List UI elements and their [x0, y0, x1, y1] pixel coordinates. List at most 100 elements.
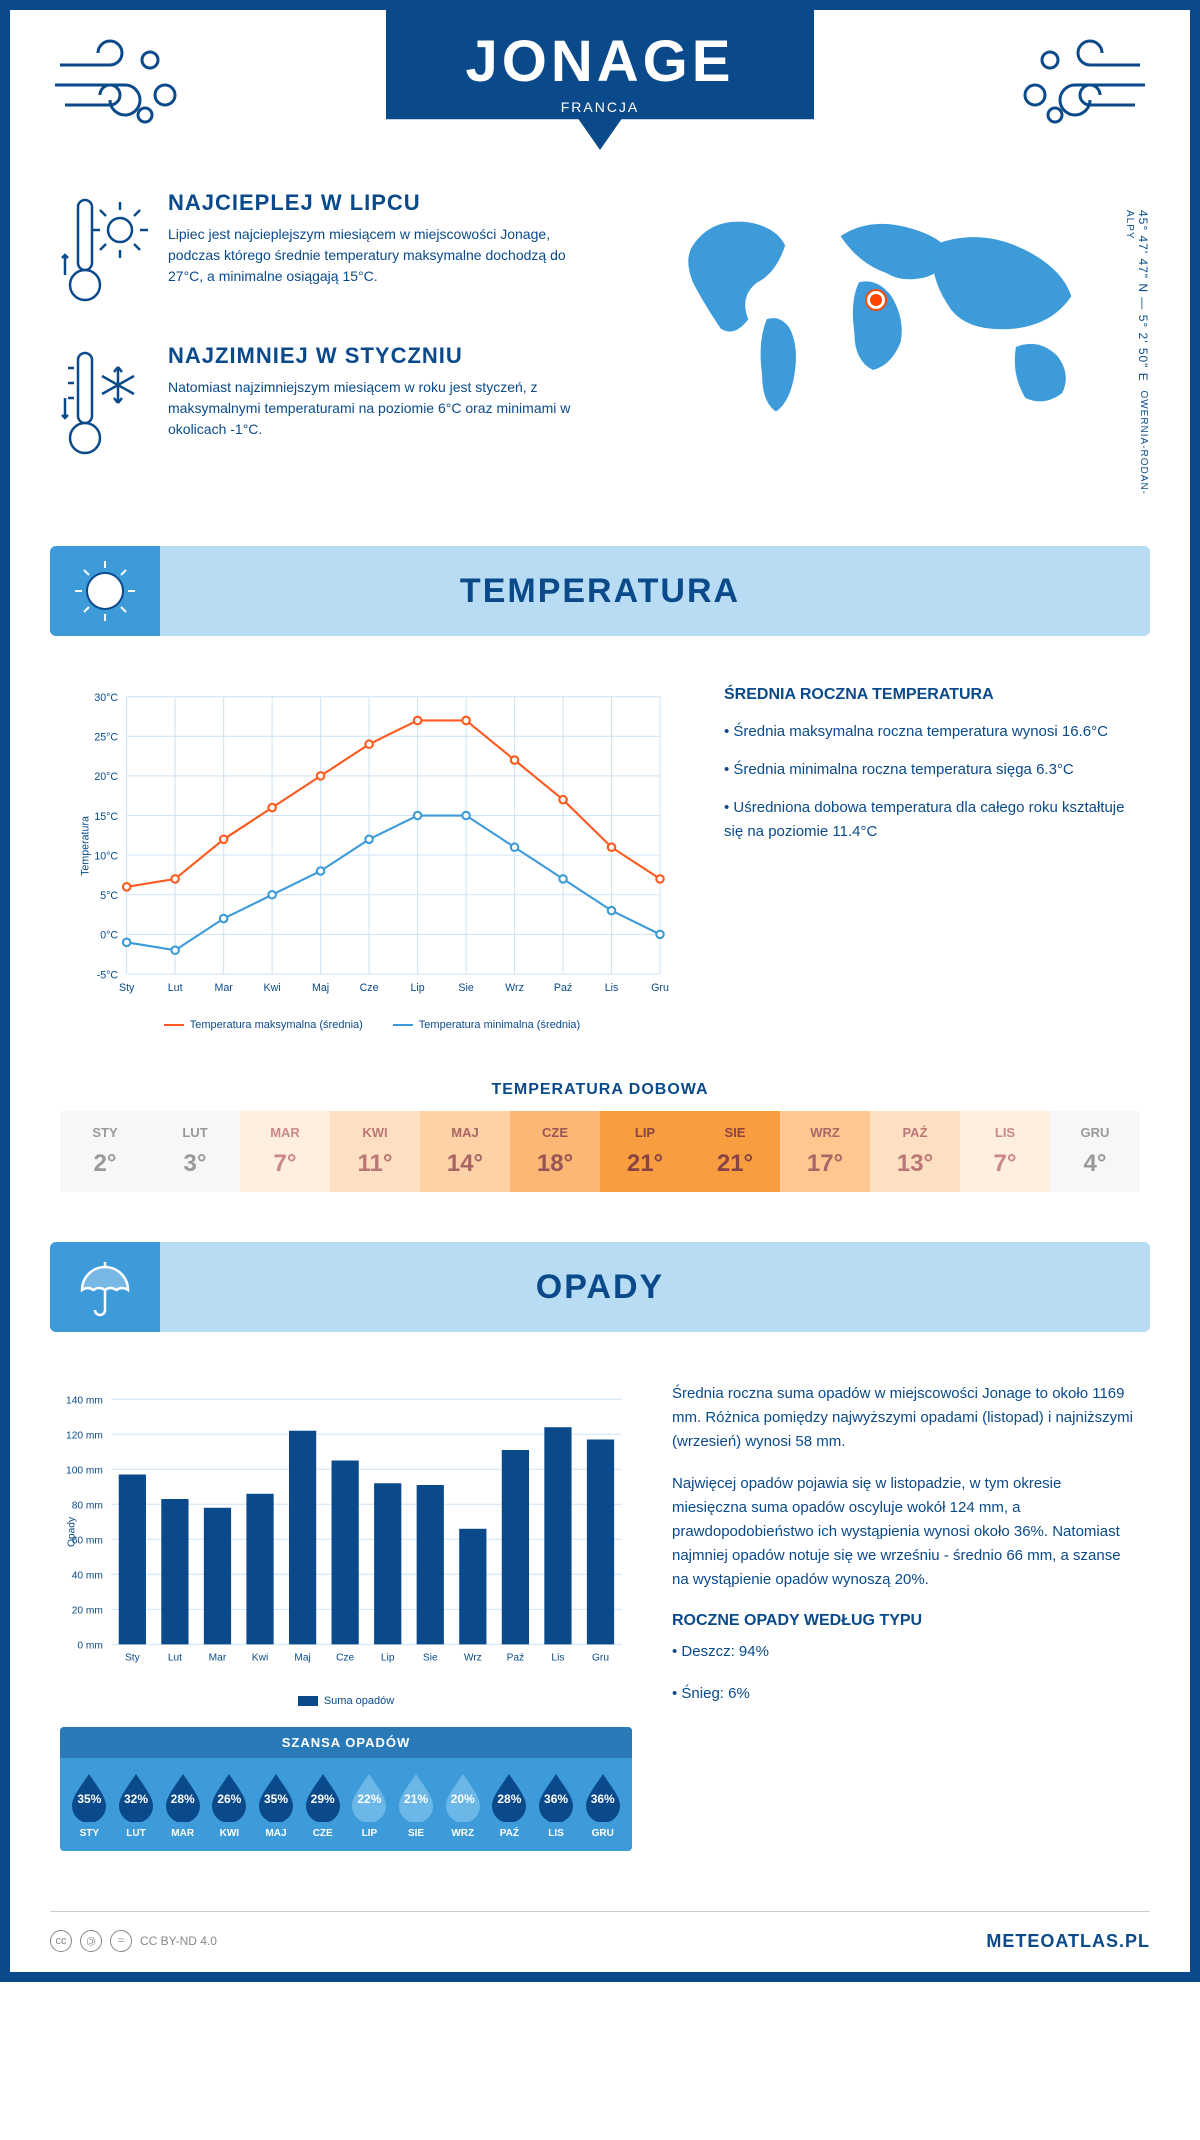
- svg-text:Cze: Cze: [360, 982, 379, 994]
- svg-text:Gru: Gru: [651, 982, 669, 994]
- svg-text:Wrz: Wrz: [464, 1653, 482, 1664]
- svg-text:Sty: Sty: [119, 982, 135, 994]
- country-subtitle: FRANCJA: [466, 99, 735, 115]
- daily-cell: MAJ14°: [420, 1111, 510, 1192]
- rain-chance-drop: 28%MAR: [161, 1770, 204, 1839]
- svg-text:Sty: Sty: [125, 1653, 141, 1664]
- svg-text:Cze: Cze: [336, 1653, 354, 1664]
- warmest-text: Lipiec jest najcieplejszym miesiącem w m…: [168, 224, 585, 287]
- coordinates: 45° 47' 47" N — 5° 2' 50" E OWERNIA-RODA…: [1122, 210, 1150, 496]
- umbrella-icon: [50, 1242, 160, 1332]
- coldest-fact: NAJZIMNIEJ W STYCZNIU Natomiast najzimni…: [60, 343, 585, 468]
- warmest-fact: NAJCIEPLEJ W LIPCU Lipiec jest najcieple…: [60, 190, 585, 315]
- svg-text:Mar: Mar: [209, 1653, 227, 1664]
- footer: cc 🄯 = CC BY-ND 4.0 METEOATLAS.PL: [50, 1911, 1150, 1952]
- rain-chance-drop: 22%LIP: [348, 1770, 391, 1839]
- svg-text:Lip: Lip: [410, 982, 424, 994]
- rain-chart: 0 mm20 mm40 mm60 mm80 mm100 mm120 mm140 …: [60, 1382, 632, 1851]
- svg-text:Paź: Paź: [507, 1653, 525, 1664]
- brand: METEOATLAS.PL: [986, 1931, 1150, 1952]
- location-pin: [867, 291, 885, 309]
- svg-text:15°C: 15°C: [94, 811, 118, 823]
- coldest-text: Natomiast najzimniejszym miesiącem w rok…: [168, 377, 585, 440]
- rain-info: Średnia roczna suma opadów w miejscowośc…: [672, 1382, 1140, 1851]
- svg-text:Gru: Gru: [592, 1653, 609, 1664]
- license: cc 🄯 = CC BY-ND 4.0: [50, 1930, 217, 1952]
- svg-text:Wrz: Wrz: [505, 982, 524, 994]
- nd-icon: =: [110, 1930, 132, 1952]
- svg-text:Temperatura: Temperatura: [79, 816, 91, 876]
- daily-cell: LUT3°: [150, 1111, 240, 1192]
- svg-text:Maj: Maj: [312, 982, 329, 994]
- rain-chance-drop: 36%LIS: [535, 1770, 578, 1839]
- svg-text:20°C: 20°C: [94, 771, 118, 783]
- title-banner: JONAGE FRANCJA: [386, 10, 815, 150]
- svg-text:Sie: Sie: [458, 982, 473, 994]
- daily-cell: PAŹ13°: [870, 1111, 960, 1192]
- svg-text:Sie: Sie: [423, 1653, 438, 1664]
- rain-chance-drop: 36%GRU: [581, 1770, 624, 1839]
- rain-title: OPADY: [536, 1268, 664, 1307]
- svg-text:140 mm: 140 mm: [66, 1395, 103, 1406]
- svg-text:Paź: Paź: [554, 982, 572, 994]
- sun-icon: [50, 546, 160, 636]
- svg-text:Lut: Lut: [168, 1653, 182, 1664]
- rain-chart-legend: Suma opadów: [60, 1695, 632, 1707]
- svg-text:80 mm: 80 mm: [72, 1500, 103, 1511]
- svg-text:40 mm: 40 mm: [72, 1570, 103, 1581]
- svg-text:Maj: Maj: [294, 1653, 310, 1664]
- svg-text:Lis: Lis: [605, 982, 619, 994]
- svg-text:120 mm: 120 mm: [66, 1430, 103, 1441]
- wind-icon-right: [1010, 35, 1150, 135]
- temp-chart-legend: Temperatura maksymalna (średnia) Tempera…: [60, 1019, 684, 1031]
- daily-cell: CZE18°: [510, 1111, 600, 1192]
- rain-chance-drop: 26%KWI: [208, 1770, 251, 1839]
- daily-cell: KWI11°: [330, 1111, 420, 1192]
- world-map: [615, 190, 1140, 430]
- wind-icon-left: [50, 35, 190, 135]
- svg-text:100 mm: 100 mm: [66, 1465, 103, 1476]
- daily-cell: WRZ17°: [780, 1111, 870, 1192]
- rain-chance-drop: 35%STY: [68, 1770, 111, 1839]
- daily-temp-row: STY2°LUT3°MAR7°KWI11°MAJ14°CZE18°LIP21°S…: [60, 1111, 1140, 1192]
- cc-icon: cc: [50, 1930, 72, 1952]
- rain-chance-drop: 29%CZE: [301, 1770, 344, 1839]
- svg-text:25°C: 25°C: [94, 732, 118, 744]
- svg-text:5°C: 5°C: [100, 890, 118, 902]
- rain-chance-drop: 28%PAŹ: [488, 1770, 531, 1839]
- temperature-title: TEMPERATURA: [460, 572, 740, 611]
- city-title: JONAGE: [466, 28, 735, 95]
- daily-cell: GRU4°: [1050, 1111, 1140, 1192]
- daily-cell: MAR7°: [240, 1111, 330, 1192]
- svg-text:Kwi: Kwi: [252, 1653, 268, 1664]
- svg-text:10°C: 10°C: [94, 850, 118, 862]
- daily-cell: STY2°: [60, 1111, 150, 1192]
- thermometer-hot-icon: [60, 190, 150, 315]
- temperature-section-header: TEMPERATURA: [50, 546, 1150, 636]
- rain-chance-drop: 20%WRZ: [441, 1770, 484, 1839]
- daily-cell: SIE21°: [690, 1111, 780, 1192]
- daily-temp-title: TEMPERATURA DOBOWA: [10, 1081, 1190, 1099]
- daily-cell: LIS7°: [960, 1111, 1050, 1192]
- rain-chance-drop: 32%LUT: [115, 1770, 158, 1839]
- svg-text:20 mm: 20 mm: [72, 1605, 103, 1616]
- thermometer-cold-icon: [60, 343, 150, 468]
- header: JONAGE FRANCJA: [10, 10, 1190, 170]
- by-icon: 🄯: [80, 1930, 102, 1952]
- svg-text:0°C: 0°C: [100, 930, 118, 942]
- temperature-chart: -5°C0°C5°C10°C15°C20°C25°C30°CStyLutMarK…: [60, 686, 684, 1031]
- svg-text:Lip: Lip: [381, 1653, 395, 1664]
- svg-text:30°C: 30°C: [94, 692, 118, 704]
- svg-text:Lis: Lis: [551, 1653, 564, 1664]
- coldest-title: NAJZIMNIEJ W STYCZNIU: [168, 343, 585, 369]
- svg-text:Kwi: Kwi: [264, 982, 281, 994]
- rain-chance-box: SZANSA OPADÓW 35%STY32%LUT28%MAR26%KWI35…: [60, 1727, 632, 1851]
- rain-chance-drop: 21%SIE: [395, 1770, 438, 1839]
- svg-text:-5°C: -5°C: [97, 969, 119, 981]
- rain-chance-drop: 35%MAJ: [255, 1770, 298, 1839]
- svg-text:Mar: Mar: [214, 982, 233, 994]
- rain-section-header: OPADY: [50, 1242, 1150, 1332]
- svg-text:Opady: Opady: [66, 1516, 77, 1547]
- warmest-title: NAJCIEPLEJ W LIPCU: [168, 190, 585, 216]
- daily-cell: LIP21°: [600, 1111, 690, 1192]
